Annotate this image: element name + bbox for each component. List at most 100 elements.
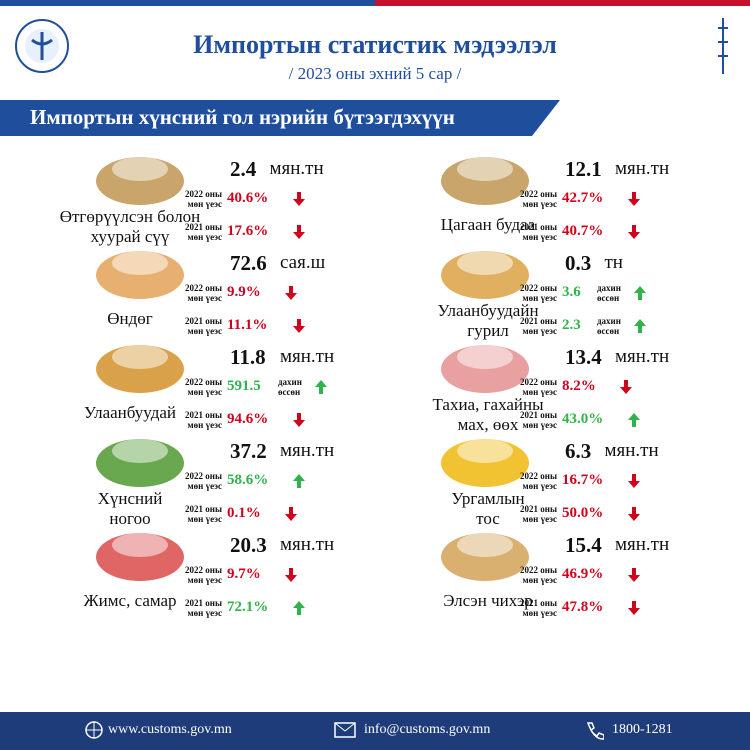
unit: мян.тн <box>280 346 335 367</box>
direction-arrow <box>284 506 298 522</box>
direction-arrow <box>292 224 306 240</box>
illustration-shape <box>441 345 529 393</box>
unit: мян.тн <box>604 440 659 461</box>
amount: 6.3 <box>565 439 592 463</box>
direction-arrow <box>627 191 641 207</box>
direction-arrow <box>284 567 298 583</box>
period-label: мөн үеэс <box>187 608 222 618</box>
illustration-shape <box>96 251 184 299</box>
arrow-up <box>293 601 305 615</box>
change-note: дахин <box>597 283 621 293</box>
illustration-shape <box>441 439 529 487</box>
change-note: өссөн <box>597 326 620 336</box>
illustration <box>430 429 540 487</box>
title: Импортын статистик мэдээлэл <box>193 30 557 59</box>
direction-arrow <box>627 600 641 616</box>
item-name: Өтгөрүүлсэн болон <box>59 207 201 226</box>
period-label: мөн үеэс <box>522 481 557 491</box>
period-label: 2022 оны <box>185 189 222 199</box>
change-note: өссөн <box>278 387 301 397</box>
phone-icon <box>586 722 604 740</box>
illustration <box>85 335 195 397</box>
period-label: 2021 оны <box>520 222 557 232</box>
period-label: 2021 оны <box>185 598 222 608</box>
item-name: Хүнсний <box>97 489 163 508</box>
period-label: мөн үеэс <box>187 232 222 242</box>
illustration <box>430 241 540 299</box>
direction-arrow <box>292 473 306 489</box>
illustration-shape <box>96 533 184 581</box>
direction-arrow <box>284 285 298 301</box>
item-name: Жимс, самар <box>83 591 177 610</box>
arrow-down <box>620 380 632 394</box>
unit: мян.тн <box>280 534 335 555</box>
arrow-down <box>293 225 305 239</box>
unit: тн <box>604 252 623 273</box>
change-value: 17.6% <box>227 223 269 239</box>
amount: 15.4 <box>565 533 602 557</box>
unit: мян.тн <box>615 534 670 555</box>
period-label: мөн үеэс <box>187 420 222 430</box>
change-value: 46.9% <box>562 566 604 582</box>
arrow-down <box>628 192 640 206</box>
change-value: 94.6% <box>227 411 269 427</box>
item-name: гурил <box>467 321 509 340</box>
arrow-down <box>285 286 297 300</box>
period-label: мөн үеэс <box>522 514 557 524</box>
direction-arrow <box>627 412 641 428</box>
change-note: дахин <box>278 377 302 387</box>
change-note: дахин <box>597 316 621 326</box>
website[interactable]: www.customs.gov.mn <box>108 722 232 737</box>
arrow-down <box>628 568 640 582</box>
arrow-up <box>634 286 646 300</box>
illustration-shape <box>441 533 529 581</box>
period-label: мөн үеэс <box>522 232 557 242</box>
direction-arrow <box>619 379 633 395</box>
arrow-down <box>293 319 305 333</box>
illustration-shape <box>96 345 184 393</box>
arrow-down <box>285 568 297 582</box>
direction-arrow <box>292 600 306 616</box>
direction-arrow <box>292 191 306 207</box>
period-label: мөн үеэс <box>187 481 222 491</box>
footer <box>0 712 750 750</box>
arrow-down <box>293 413 305 427</box>
amount: 12.1 <box>565 157 602 181</box>
change-value: 47.8% <box>562 599 604 615</box>
period-label: мөн үеэс <box>522 326 557 336</box>
illustration <box>85 147 195 205</box>
unit: мян.тн <box>615 346 670 367</box>
period-label: 2022 оны <box>520 283 557 293</box>
change-value: 16.7% <box>562 472 604 488</box>
period-label: 2021 оны <box>520 504 557 514</box>
direction-arrow <box>627 506 641 522</box>
unit: мян.тн <box>269 158 324 179</box>
illustration <box>85 429 195 487</box>
direction-arrow <box>292 412 306 428</box>
arrow-down <box>293 192 305 206</box>
period-label: мөн үеэс <box>522 575 557 585</box>
arrow-down <box>628 474 640 488</box>
direction-arrow <box>314 379 328 395</box>
change-value: 50.0% <box>562 505 604 521</box>
arrow-up <box>634 319 646 333</box>
logo <box>15 19 69 73</box>
amount: 0.3 <box>565 251 592 275</box>
mongol-script <box>718 18 728 74</box>
phone[interactable]: 1800-1281 <box>612 722 673 737</box>
item-name: мах, өөх <box>457 415 519 434</box>
web-icon <box>85 721 103 739</box>
arrow-up <box>628 413 640 427</box>
period-label: мөн үеэс <box>522 293 557 303</box>
amount: 20.3 <box>230 533 267 557</box>
change-value: 11.1% <box>227 317 268 333</box>
period-label: 2022 оны <box>520 471 557 481</box>
change-value: 3.6 <box>562 284 581 300</box>
email[interactable]: info@customs.gov.mn <box>364 722 491 737</box>
period-label: мөн үеэс <box>187 514 222 524</box>
direction-arrow <box>633 285 647 301</box>
amount: 72.6 <box>230 251 267 275</box>
change-value: 9.9% <box>227 284 261 300</box>
change-value: 9.7% <box>227 566 261 582</box>
